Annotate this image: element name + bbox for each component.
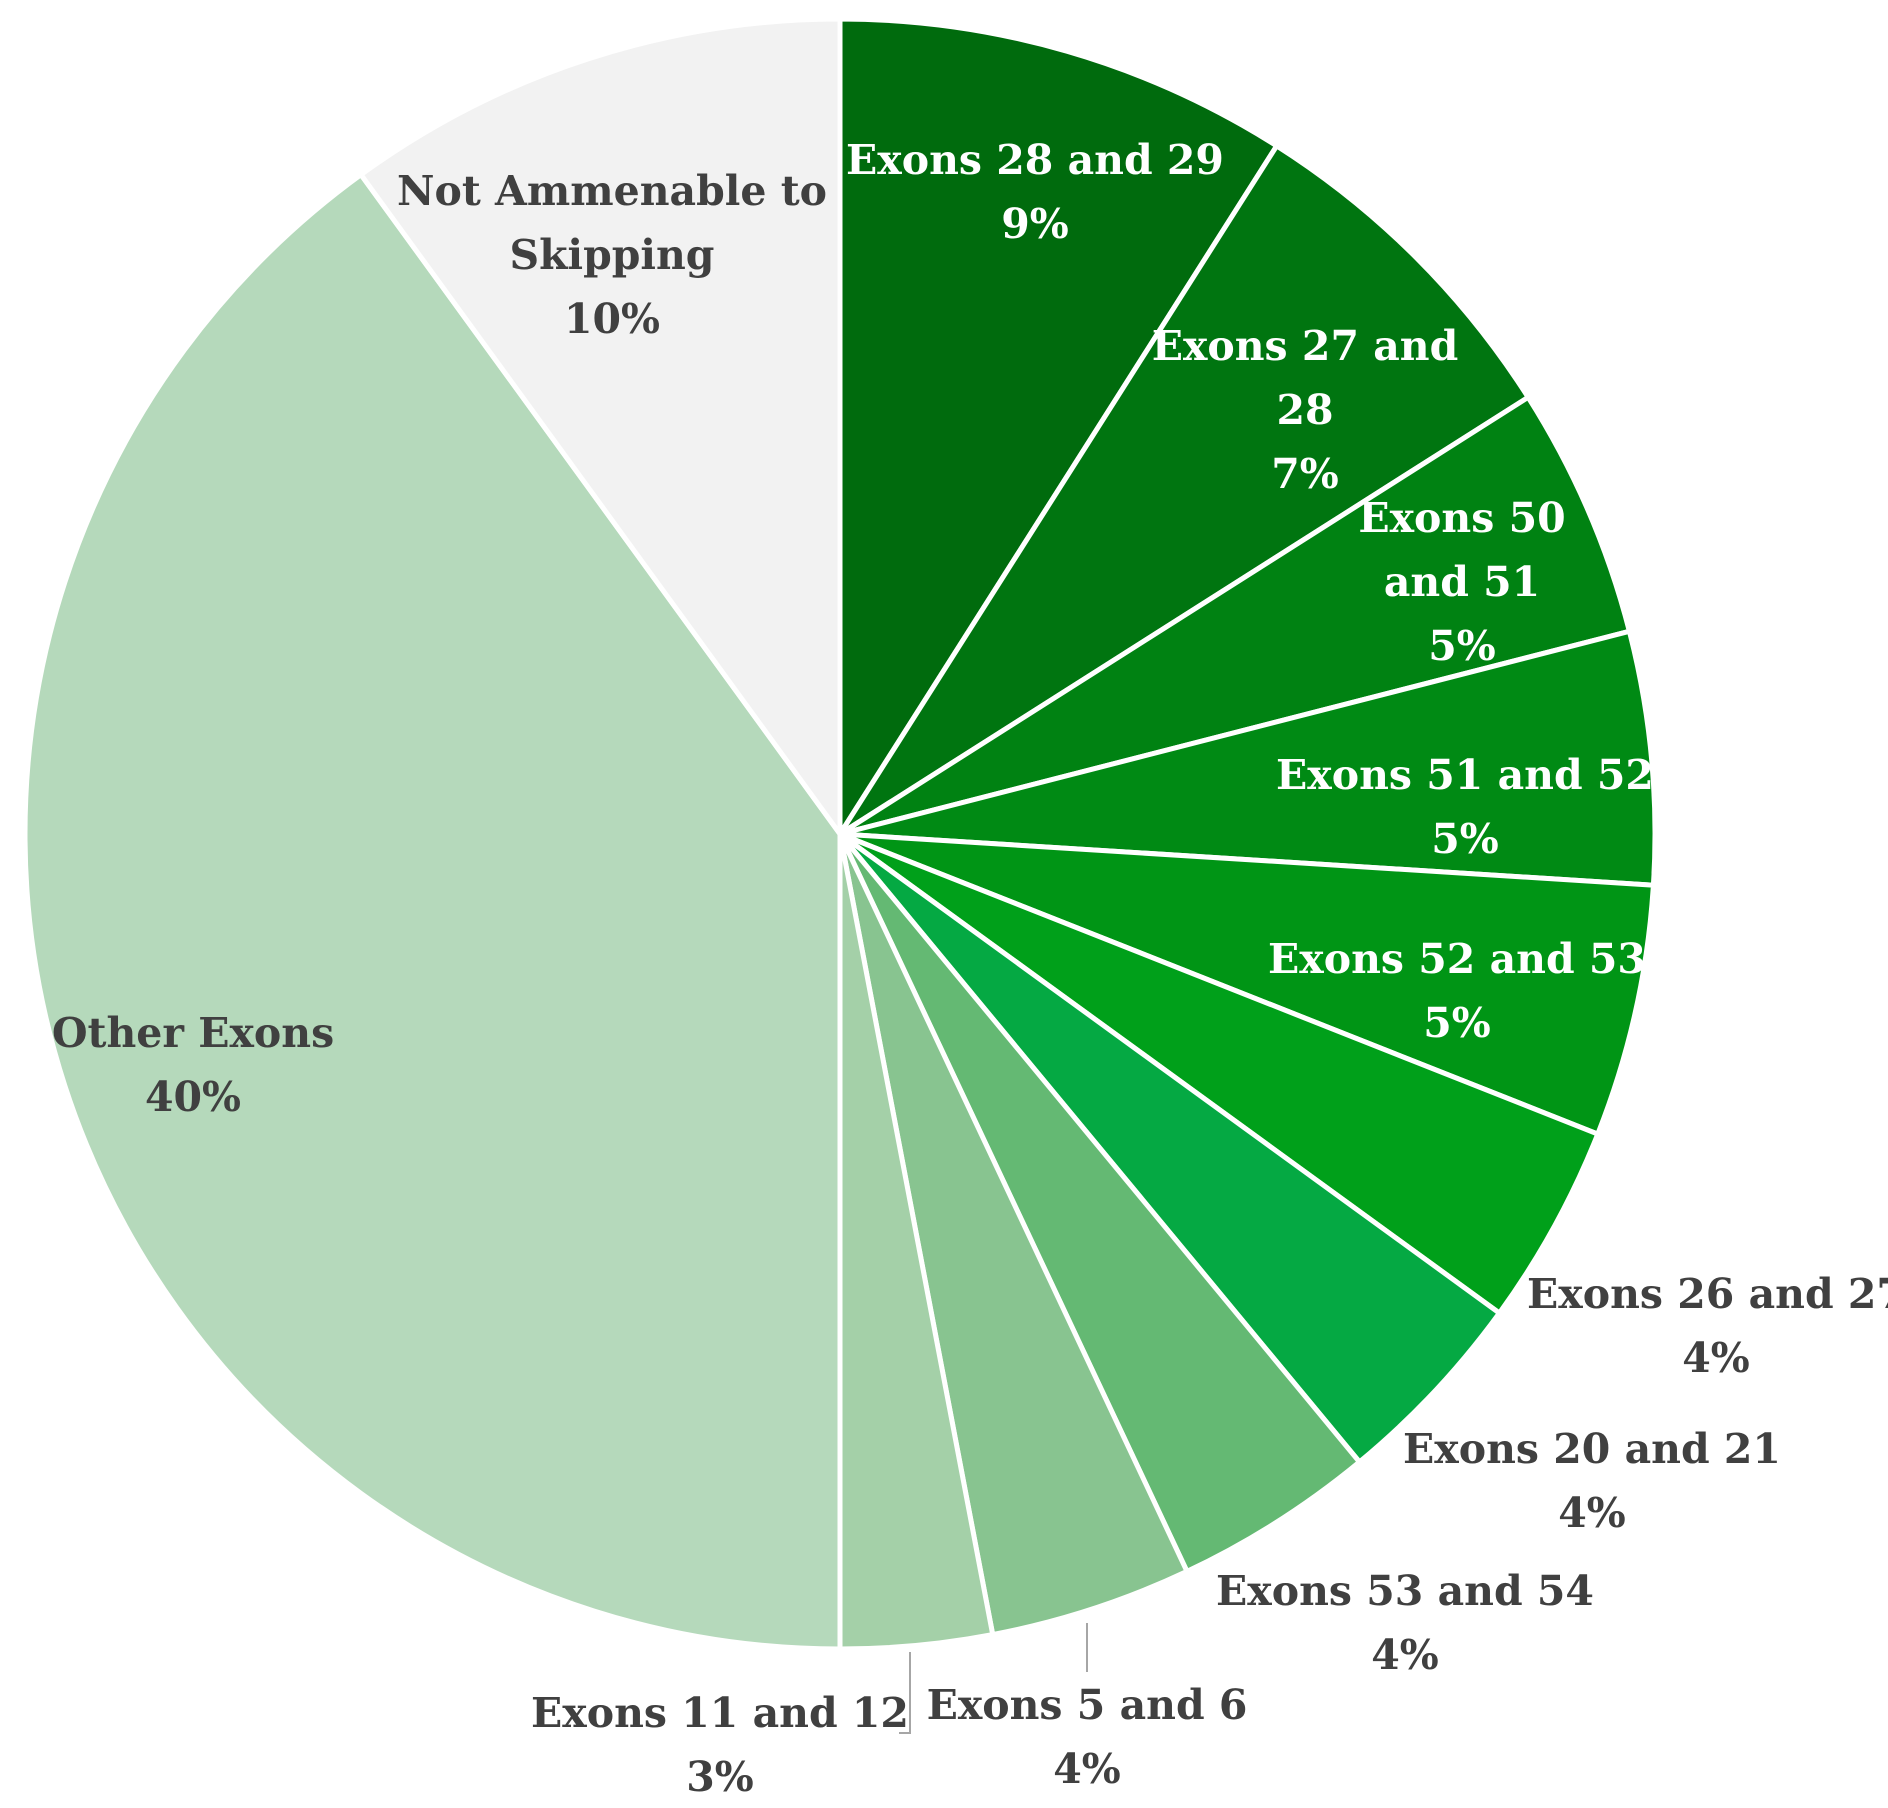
- slice-name: 28: [1276, 386, 1333, 434]
- slice-name: Exons 5 and 6: [927, 1681, 1248, 1729]
- slice-name: Exons 51 and 52: [1276, 751, 1654, 799]
- slice-label-exons-28-and-29: Exons 28 and 29 9%: [846, 136, 1224, 248]
- leader-lines: [899, 1623, 1088, 1734]
- slice-label-other-exons: Other Exons 40%: [52, 1009, 334, 1121]
- pie-slice-other-exons: [22, 172, 843, 1652]
- slice-percent: 4%: [1371, 1631, 1439, 1679]
- slice-name: Other Exons: [52, 1009, 334, 1057]
- slice-name: Not Ammenable to: [397, 167, 827, 215]
- slice-percent: 5%: [1428, 622, 1496, 670]
- leader-line-exons-11-and-12: [899, 1652, 911, 1734]
- slice-name: Exons 11 and 12: [531, 1689, 909, 1737]
- pie-slices: [22, 16, 1658, 1652]
- pie-slice-exons-28-and-29: [837, 16, 1280, 837]
- slice-name: Exons 27 and: [1152, 322, 1459, 370]
- slice-percent: 3%: [686, 1753, 754, 1801]
- pie-slice-exons-51-and-52: [837, 628, 1658, 888]
- pie-slice-not-ammenable-to-skipping: [358, 16, 843, 837]
- slice-labels: Exons 28 and 29 9% Exons 27 and 28 7% Exons 5…: [52, 136, 1888, 1801]
- slice-label-exons-20-and-21: Exons 20 and 21 4%: [1403, 1425, 1781, 1537]
- pie-slice-exons-53-and-54: [837, 831, 1362, 1574]
- slice-name: and 51: [1384, 558, 1540, 606]
- pie-slice-exons-50-and-51: [837, 394, 1632, 837]
- slice-name: Exons 53 and 54: [1216, 1567, 1594, 1615]
- slice-label-exons-53-and-54: Exons 53 and 54 4%: [1216, 1567, 1594, 1679]
- slice-label-exons-26-and-27: Exons 26 and 27 4%: [1527, 1270, 1888, 1382]
- slice-percent: 5%: [1431, 815, 1499, 863]
- slice-name: Exons 26 and 27: [1527, 1270, 1888, 1318]
- slice-percent: 4%: [1682, 1334, 1750, 1382]
- slice-label-exons-27-and-28: Exons 27 and 28 7%: [1152, 322, 1459, 498]
- pie-slice-exons-27-and-28: [837, 143, 1531, 837]
- slice-label-exons-5-and-6: Exons 5 and 6 4%: [927, 1681, 1248, 1793]
- slice-label-exons-11-and-12: Exons 11 and 12 3%: [531, 1689, 909, 1801]
- slice-label-exons-51-and-52: Exons 51 and 52 5%: [1276, 751, 1654, 863]
- slice-label-exons-52-and-53: Exons 52 and 53 5%: [1268, 935, 1646, 1047]
- slice-label-not-ammenable-to-skipping: Not Ammenable to Skipping 10%: [397, 167, 827, 343]
- slice-percent: 4%: [1558, 1489, 1626, 1537]
- slice-percent: 9%: [1001, 200, 1069, 248]
- slice-name: Exons 52 and 53: [1268, 935, 1646, 983]
- pie-slice-exons-20-and-21: [837, 831, 1502, 1465]
- pie-slice-exons-26-and-27: [837, 831, 1601, 1316]
- slice-name: Exons 28 and 29: [846, 136, 1224, 184]
- slice-percent: 40%: [145, 1073, 241, 1121]
- pie-slice-exons-52-and-53: [837, 831, 1656, 1137]
- pie-slice-exons-5-and-6: [837, 831, 1190, 1638]
- slice-percent: 7%: [1271, 450, 1339, 498]
- slice-name: Skipping: [510, 231, 715, 279]
- slice-percent: 4%: [1053, 1745, 1121, 1793]
- slice-name: Exons 50: [1358, 494, 1565, 542]
- slice-percent: 10%: [564, 295, 660, 343]
- slice-label-exons-50-and-51: Exons 50 and 51 5%: [1358, 494, 1565, 670]
- slice-name: Exons 20 and 21: [1403, 1425, 1781, 1473]
- slice-percent: 5%: [1423, 999, 1491, 1047]
